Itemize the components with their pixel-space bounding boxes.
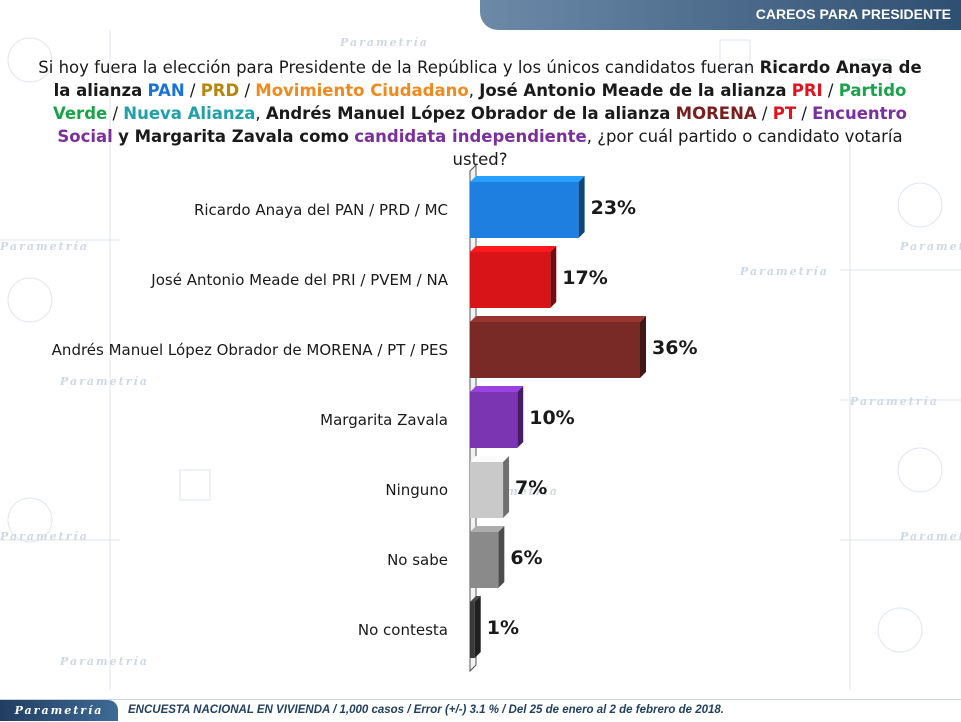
bar-side bbox=[474, 596, 481, 658]
question-text: , bbox=[255, 104, 266, 123]
candidata-independiente: candidata independiente bbox=[354, 127, 587, 146]
bar bbox=[470, 252, 551, 308]
category-label: Ricardo Anaya del PAN / PRD / MC bbox=[194, 201, 448, 219]
value-label: 1% bbox=[487, 617, 519, 639]
bar-side bbox=[498, 526, 505, 588]
header-band: CAREOS PARA PRESIDENTE bbox=[480, 0, 961, 30]
separator: / bbox=[822, 81, 839, 100]
parametria-logo: Parametría bbox=[0, 700, 118, 721]
watermark-text: Parametría bbox=[60, 655, 149, 668]
question-meade: José Antonio Meade de la alianza bbox=[479, 81, 787, 100]
watermark-text: Parametría bbox=[0, 530, 89, 543]
category-label: Ninguno bbox=[385, 481, 448, 499]
bar-side bbox=[640, 316, 646, 378]
question-anaya: Ricardo Anaya de la alianza bbox=[53, 58, 922, 100]
bar-top bbox=[470, 316, 646, 322]
watermark-text: Parametría bbox=[740, 265, 829, 278]
question-text: , bbox=[468, 81, 480, 100]
separator: / bbox=[239, 81, 256, 100]
value-label: 23% bbox=[591, 197, 636, 219]
bar-chart: Ricardo Anaya del PAN / PRD / MC 23% José … bbox=[52, 165, 697, 673]
party-pt: PT bbox=[772, 104, 797, 123]
value-label: 36% bbox=[652, 337, 697, 359]
party-prd: PRD bbox=[200, 81, 240, 100]
party-pv: Partido Verde bbox=[53, 81, 907, 123]
bar bbox=[470, 602, 475, 658]
bar bbox=[470, 182, 579, 238]
party-pes: Encuentro Social bbox=[57, 104, 907, 146]
bar-side bbox=[550, 246, 557, 308]
bar-top bbox=[470, 456, 510, 462]
party-pri: PRI bbox=[791, 81, 823, 100]
question-text: Si hoy fuera la elección para Presidente… bbox=[38, 58, 760, 77]
separator: / bbox=[107, 104, 124, 123]
bar bbox=[470, 392, 518, 448]
value-label: 10% bbox=[529, 407, 574, 429]
watermark-text: Parametría bbox=[60, 375, 149, 388]
bar-top bbox=[470, 386, 524, 392]
question-amlo: Andrés Manuel López Obrador de la alianz… bbox=[265, 104, 671, 123]
category-label: José Antonio Meade del PRI / PVEM / NA bbox=[150, 271, 448, 289]
footer-band bbox=[0, 699, 961, 722]
bar-top bbox=[470, 246, 557, 252]
watermark-text: Parametría bbox=[340, 36, 429, 49]
watermark-text: Parametría bbox=[900, 530, 961, 543]
separator: / bbox=[796, 104, 813, 123]
bar-top bbox=[470, 526, 505, 532]
category-label: Andrés Manuel López Obrador de MORENA / … bbox=[52, 341, 448, 359]
separator: / bbox=[184, 81, 201, 100]
bar bbox=[470, 532, 499, 588]
question-zavala: y Margarita Zavala como bbox=[118, 127, 349, 146]
value-label: 17% bbox=[562, 267, 607, 289]
bar-top bbox=[470, 176, 585, 182]
survey-question: Si hoy fuera la elección para Presidente… bbox=[30, 56, 930, 171]
watermark-text: Parametría bbox=[850, 395, 939, 408]
party-mc: Movimiento Ciudadano bbox=[255, 81, 469, 100]
bar-side bbox=[503, 456, 510, 518]
category-label: No sabe bbox=[387, 551, 448, 569]
separator: / bbox=[756, 104, 773, 123]
party-na: Nueva Alianza bbox=[123, 104, 256, 123]
watermark-text: Parametría bbox=[900, 240, 961, 253]
bar bbox=[470, 322, 640, 378]
category-label: Margarita Zavala bbox=[320, 411, 448, 429]
page-title: CAREOS PARA PRESIDENTE bbox=[755, 6, 951, 22]
bar-side bbox=[517, 386, 524, 448]
watermark-text: Parametría bbox=[0, 240, 89, 253]
value-label: 6% bbox=[510, 547, 542, 569]
bar bbox=[470, 462, 504, 518]
question-text: , ¿por cuál partido o candidato votaría … bbox=[452, 127, 903, 169]
bar-top bbox=[470, 596, 481, 602]
bar-side bbox=[578, 176, 585, 238]
footer-source-note: ENCUESTA NACIONAL EN VIVIENDA / 1,000 ca… bbox=[128, 704, 724, 716]
category-label: No contesta bbox=[358, 621, 448, 639]
party-morena: MORENA bbox=[675, 104, 757, 123]
party-pan: PAN bbox=[147, 81, 185, 100]
value-label: 7% bbox=[515, 477, 547, 499]
